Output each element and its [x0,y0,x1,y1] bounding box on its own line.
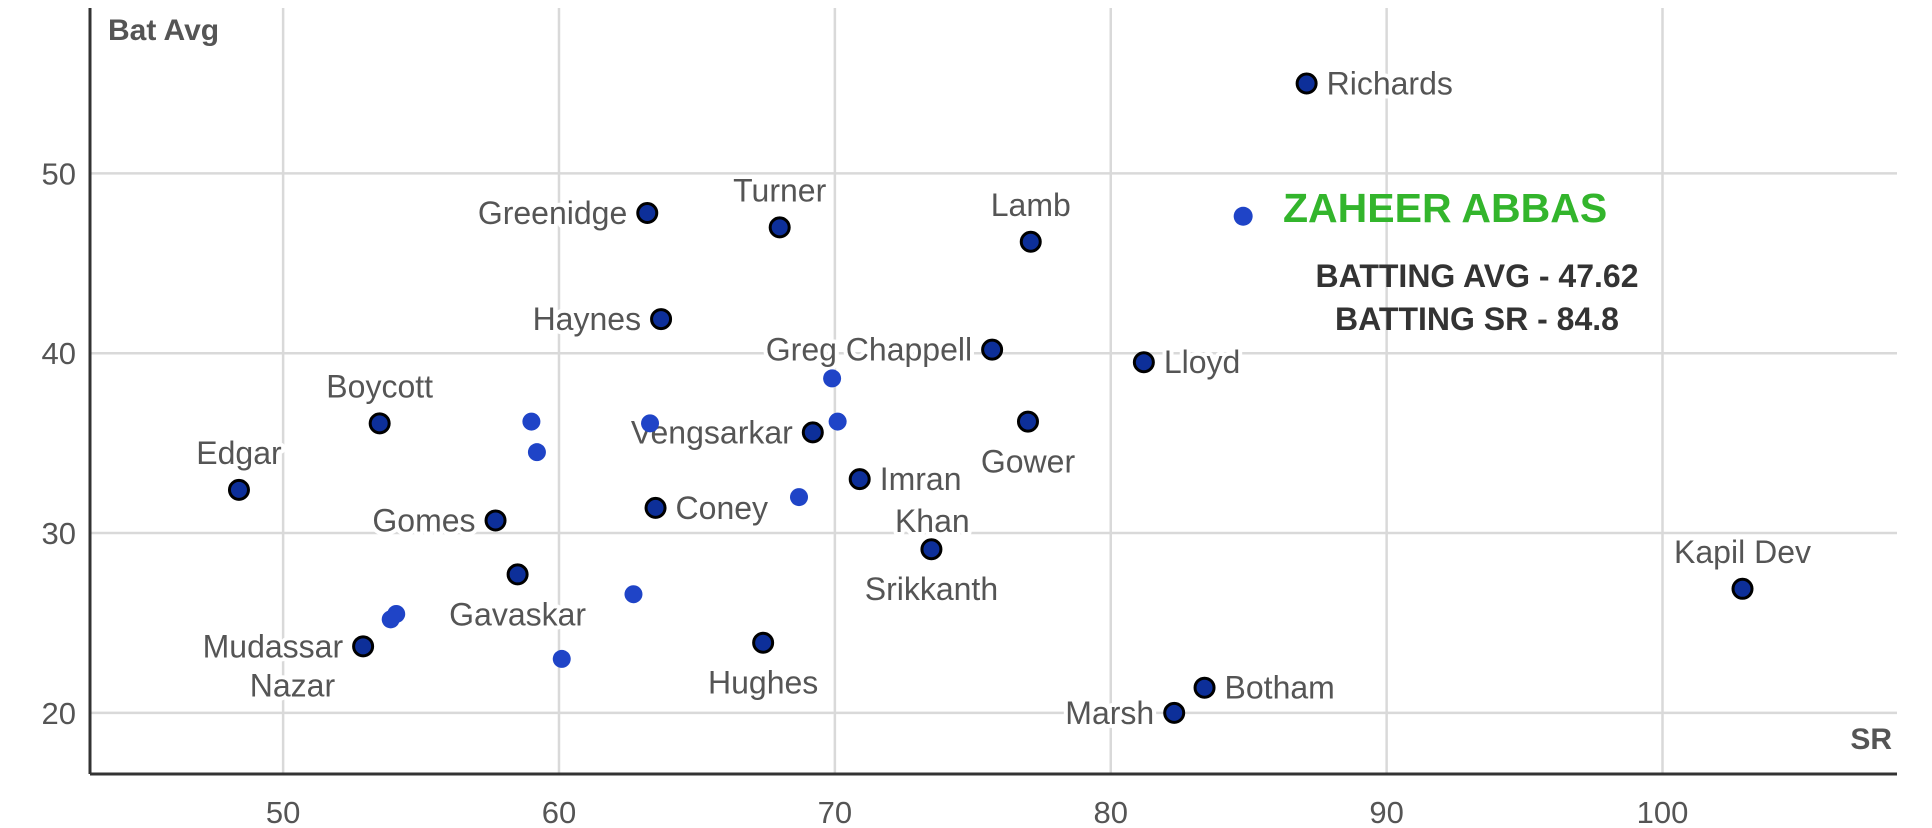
x-tick-label-90: 90 [1369,795,1403,828]
data-point-greenidge [636,201,659,224]
data-point-lloyd [1132,351,1155,374]
data-point-srikkanth [920,538,943,561]
point-label-coney-halo: Coney [676,490,769,526]
data-point-botham [1193,676,1216,699]
data-point-edgar [227,478,250,501]
point-label-gower-halo: Gower [981,444,1076,480]
point-label-imran-khan-line-1: Imran [880,461,962,497]
point-label-srikkanth-halo: Srikkanth [865,571,998,607]
data-point-kapil-dev [1731,577,1754,600]
data-point-marsh [1163,701,1186,724]
y-tick-label-50: 50 [42,156,76,191]
x-tick-label-60: 60 [542,795,576,828]
data-point-unlabeled-4 [823,369,842,388]
point-label-kapil-dev: Kapil Dev [1674,534,1811,570]
point-label-edgar: Edgar [196,435,282,471]
highlight-name: ZAHEER ABBAS [1283,185,1607,231]
data-point-gavaskar [506,563,529,586]
point-label-turner-halo: Turner [733,172,826,208]
point-label-marsh: Marsh [1065,695,1154,731]
point-label-lloyd: Lloyd [1164,344,1241,380]
y-tick-label-40: 40 [42,336,76,371]
point-label-hughes: Hughes [708,665,818,701]
point-label-gavaskar: Gavaskar [449,596,586,632]
point-label-kapil-dev-halo: Kapil Dev [1674,534,1811,570]
data-point-greg-chappell [981,338,1004,361]
point-label-lamb: Lamb [991,187,1071,223]
point-label-imran-khan-line-2-halo: Khan [895,503,970,539]
data-point-vengsarkar [801,421,824,444]
point-label-greg-chappell: Greg Chappell [766,332,972,368]
point-label-hughes-halo: Hughes [708,665,818,701]
data-point-unlabeled-2 [527,443,546,462]
point-label-gomes-halo: Gomes [372,502,475,538]
point-label-srikkanth: Srikkanth [865,571,998,607]
y-axis-title: Bat Avg [108,14,219,47]
point-label-coney: Coney [676,490,769,526]
point-label-gavaskar-halo: Gavaskar [449,596,586,632]
data-point-unlabeled-5 [828,412,847,431]
point-labels: RichardsRichardsGreenidgeGreenidgeTurner… [192,62,1815,735]
data-point-unlabeled-7 [624,585,643,604]
point-label-marsh-halo: Marsh [1065,695,1154,731]
point-label-gower: Gower [981,444,1076,480]
data-points [227,72,1754,724]
x-tick-label-80: 80 [1094,795,1128,828]
data-point-unlabeled-10 [552,649,571,668]
data-point-haynes [650,308,673,331]
data-point-gower [1016,410,1039,433]
x-tick-label-70: 70 [818,795,852,828]
point-label-turner: Turner [733,172,826,208]
point-label-boycott: Boycott [326,368,433,404]
point-label-greg-chappell-halo: Greg Chappell [766,332,972,368]
data-point-unlabeled-3 [641,414,660,433]
data-point-highlight [1233,206,1253,226]
point-label-lamb-halo: Lamb [991,187,1071,223]
data-point-boycott [368,412,391,435]
data-point-imran-khan [848,468,871,491]
point-label-mudassar-nazar-line-2: Nazar [250,667,336,703]
x-tick-label-100: 100 [1637,795,1689,828]
point-label-richards: Richards [1327,66,1453,102]
point-label-imran-khan-line-1-halo: Imran [880,461,962,497]
data-point-unlabeled-6 [790,488,809,507]
data-point-lamb [1019,230,1042,253]
data-point-hughes [752,631,775,654]
point-label-edgar-halo: Edgar [196,435,282,471]
point-label-botham-halo: Botham [1225,670,1335,706]
point-label-greenidge-halo: Greenidge [478,195,627,231]
data-point-mudassar-nazar [352,635,375,658]
data-point-gomes [484,509,507,532]
data-point-unlabeled-9 [381,610,400,629]
point-label-gomes: Gomes [372,502,475,538]
data-point-richards [1295,72,1318,95]
highlight-annotation: ZAHEER ABBAS BATTING AVG - 47.62 BATTING… [1283,185,1639,337]
point-label-lloyd-halo: Lloyd [1164,344,1241,380]
axes [88,8,1897,776]
point-label-mudassar-nazar-line-2-halo: Nazar [250,667,336,703]
point-label-mudassar-nazar-line-1: Mudassar [203,628,344,664]
y-tick-label-30: 30 [42,516,76,551]
point-label-mudassar-nazar-line-1-halo: Mudassar [203,628,344,664]
data-point-unlabeled-1 [522,412,541,431]
x-tick-label-50: 50 [266,795,300,828]
point-label-greenidge: Greenidge [478,195,627,231]
point-label-boycott-halo: Boycott [326,368,433,404]
tick-labels: 50 60 70 80 90 100 20 30 40 50 [42,156,1689,828]
y-tick-label-20: 20 [42,696,76,731]
point-label-botham: Botham [1225,670,1335,706]
data-point-turner [768,216,791,239]
point-label-imran-khan-line-2: Khan [895,503,970,539]
point-label-vengsarkar-halo: Vengsarkar [631,414,793,450]
highlight-avg-text: BATTING AVG - 47.62 [1315,258,1638,294]
point-label-haynes-halo: Haynes [533,301,642,337]
highlight-sr-text: BATTING SR - 84.8 [1335,301,1619,337]
point-label-haynes: Haynes [533,301,642,337]
data-point-coney [644,496,667,519]
point-label-richards-halo: Richards [1327,66,1453,102]
x-axis-title: SR [1850,723,1892,756]
